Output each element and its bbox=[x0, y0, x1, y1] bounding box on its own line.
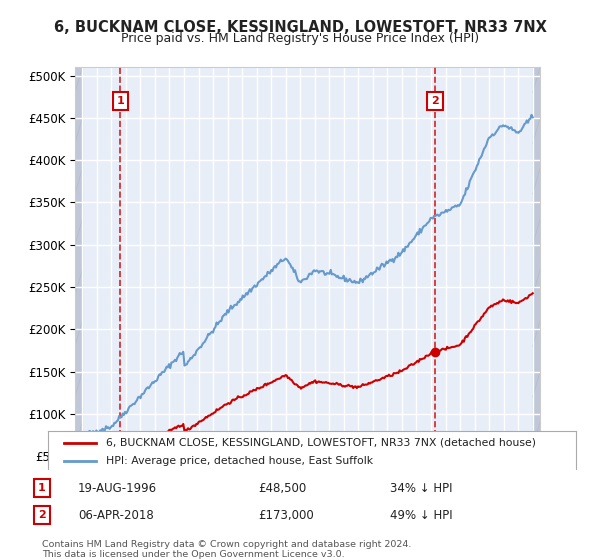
Text: 19-AUG-1996: 19-AUG-1996 bbox=[78, 482, 157, 495]
Text: 2: 2 bbox=[38, 510, 46, 520]
Text: 6, BUCKNAM CLOSE, KESSINGLAND, LOWESTOFT, NR33 7NX: 6, BUCKNAM CLOSE, KESSINGLAND, LOWESTOFT… bbox=[53, 20, 547, 35]
Text: 1: 1 bbox=[116, 96, 124, 106]
Text: 2: 2 bbox=[431, 96, 439, 106]
Text: 06-APR-2018: 06-APR-2018 bbox=[78, 508, 154, 522]
Text: £173,000: £173,000 bbox=[258, 508, 314, 522]
Polygon shape bbox=[533, 67, 540, 498]
Text: 6, BUCKNAM CLOSE, KESSINGLAND, LOWESTOFT, NR33 7NX (detached house): 6, BUCKNAM CLOSE, KESSINGLAND, LOWESTOFT… bbox=[106, 438, 536, 448]
Text: 34% ↓ HPI: 34% ↓ HPI bbox=[390, 482, 452, 495]
Text: £48,500: £48,500 bbox=[258, 482, 306, 495]
Text: HPI: Average price, detached house, East Suffolk: HPI: Average price, detached house, East… bbox=[106, 456, 373, 466]
Text: 49% ↓ HPI: 49% ↓ HPI bbox=[390, 508, 452, 522]
Text: Price paid vs. HM Land Registry's House Price Index (HPI): Price paid vs. HM Land Registry's House … bbox=[121, 32, 479, 45]
Text: Contains HM Land Registry data © Crown copyright and database right 2024.
This d: Contains HM Land Registry data © Crown c… bbox=[42, 539, 412, 559]
Polygon shape bbox=[75, 67, 82, 498]
Text: 1: 1 bbox=[38, 483, 46, 493]
